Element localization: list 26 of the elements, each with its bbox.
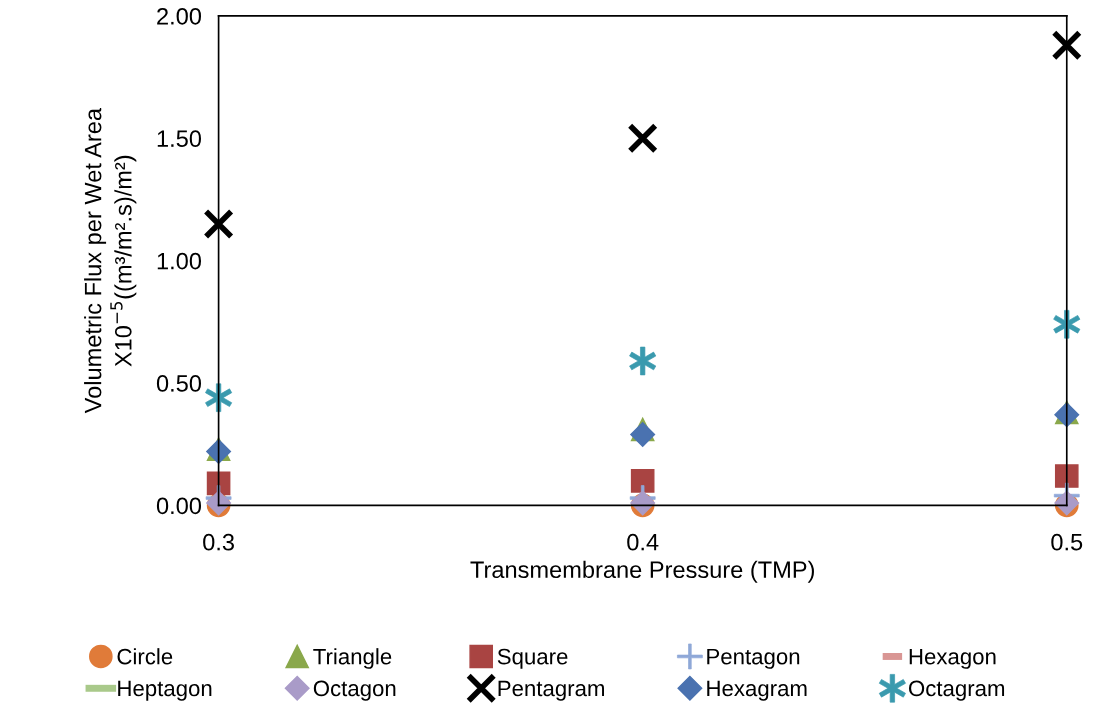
legend-label: Hexagram	[707, 680, 807, 701]
legend-label: Pentagram	[498, 680, 604, 701]
point	[1051, 29, 1083, 61]
x-tick-label: 0.4	[627, 533, 659, 551]
legend-label: Hexagon	[909, 648, 996, 669]
legend-label: Square	[497, 648, 568, 669]
y-tick-label: 1.50	[157, 130, 202, 148]
point	[627, 122, 658, 154]
legend-label: Octagon	[313, 680, 396, 701]
y-axis-title: Volumetric Flux per Wet Area X10$^{−5}$((m³/m².s)/m²)	[84, 107, 137, 414]
x-tick-label: 0.3	[203, 533, 234, 551]
y-tick-label: 0.00	[156, 497, 202, 515]
legend-label: Circle	[117, 648, 173, 665]
y-tick-label: 1.00	[157, 252, 202, 270]
point	[630, 421, 656, 447]
legend-label: Pentagon	[707, 648, 800, 669]
legend-label: Heptagon	[118, 680, 212, 701]
y-tick-label: 0.50	[156, 375, 202, 392]
point	[1054, 464, 1079, 488]
x-tick-label: 0.5	[1051, 533, 1083, 551]
legend-label: Triangle	[313, 648, 392, 669]
y-tick-label: 2.00	[157, 7, 202, 25]
point	[203, 208, 234, 240]
x-axis-title: Transmembrane Pressure (TMP)	[470, 560, 814, 583]
legend-label: Octagram	[909, 680, 1005, 701]
point	[630, 469, 655, 493]
